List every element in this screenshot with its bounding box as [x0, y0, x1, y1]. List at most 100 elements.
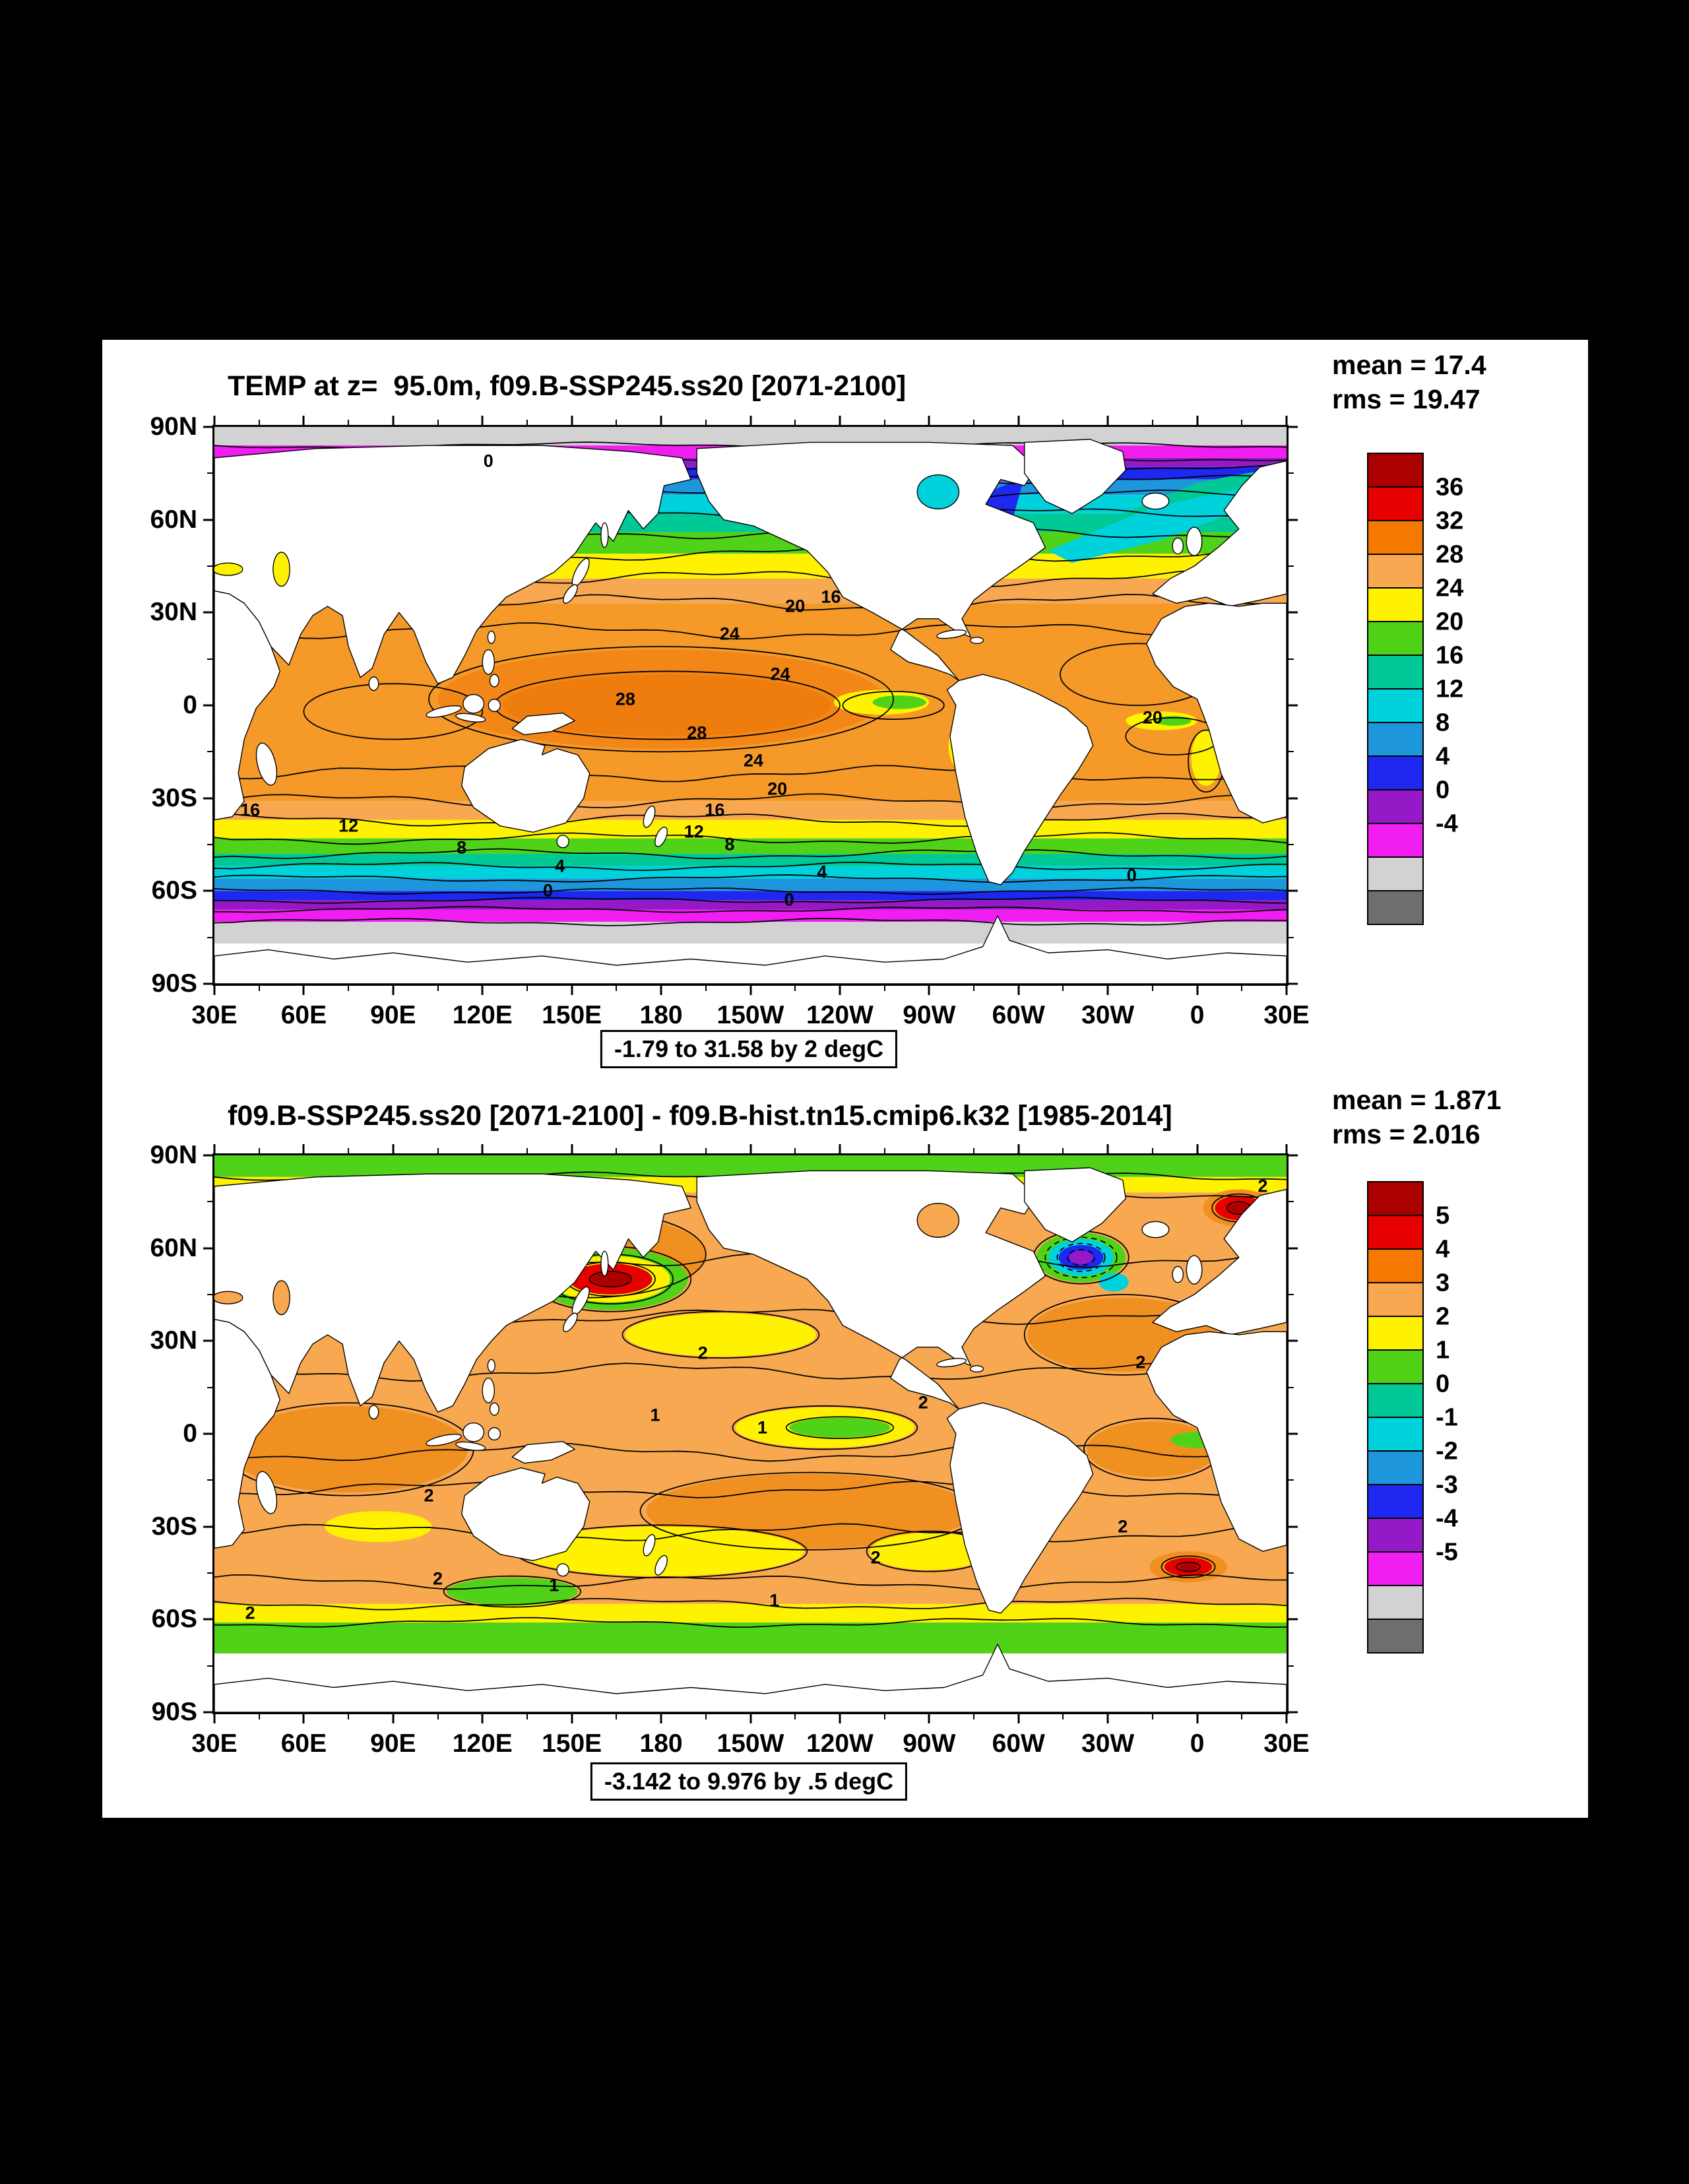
map-frame: 2 2 2 1 1 2 2 2 1 2 1 2 2 90N 60N 30N 0 30S 60S 90S 30E 60E 9…: [150, 1141, 1309, 1758]
colorbar-box: [1367, 755, 1424, 790]
tick-minor: [258, 1714, 260, 1719]
lat-tick-label: 90N: [150, 412, 197, 441]
contour-label: 2: [245, 1603, 255, 1623]
contour-line: [214, 1362, 1287, 1382]
colorbar-box: [1367, 453, 1424, 488]
tick-major: [1289, 982, 1298, 985]
lon-tick-label: 150E: [542, 1729, 602, 1758]
lat-tick-label: 30N: [150, 598, 197, 627]
tick-minor: [1062, 1714, 1064, 1719]
contour-label: 16: [705, 800, 725, 820]
contour-loop: [732, 1405, 918, 1450]
tick-major: [1289, 1432, 1298, 1435]
temp-map-svg: [214, 427, 1287, 984]
lon-tick-label: 60W: [992, 1729, 1045, 1758]
tick-major: [213, 986, 216, 995]
tick-minor: [883, 986, 885, 991]
tick-minor: [348, 420, 350, 425]
lon-tick-label: 90W: [903, 1001, 956, 1029]
tick-major: [203, 1618, 212, 1621]
tick-major: [392, 1144, 395, 1153]
lat-tick-label: 90S: [151, 1698, 197, 1726]
colorbar-tick-label: -4: [1436, 810, 1458, 838]
lon-tick-label: 30E: [191, 1001, 238, 1029]
tick-major: [928, 1714, 930, 1723]
tick-major: [1289, 1526, 1298, 1528]
lon-tick-label: 30E: [191, 1729, 238, 1758]
colorbar-box: [1367, 1417, 1424, 1452]
tick-major: [302, 986, 305, 995]
contour-loop: [443, 1575, 582, 1608]
mean-value: mean = 17.4: [1332, 350, 1486, 380]
tick-minor: [348, 986, 350, 991]
tick-major: [1106, 416, 1109, 425]
contour-label: 1: [549, 1575, 559, 1595]
tick-major: [839, 1144, 841, 1153]
tick-major: [203, 889, 212, 892]
contour-line: [214, 765, 1287, 783]
tick-major: [1289, 1247, 1298, 1250]
tick-major: [1196, 1714, 1199, 1723]
tick-minor: [705, 986, 707, 991]
map-area: 2 2 2 1 1 2 2 2 1 2 1 2 2: [214, 1155, 1287, 1712]
tick-minor: [616, 420, 618, 425]
lat-tick-label: 30N: [150, 1326, 197, 1355]
contour-label: 20: [785, 596, 806, 616]
tick-minor: [794, 420, 796, 425]
lon-tick-label: 30E: [1263, 1729, 1310, 1758]
colorbar-tick-label: 8: [1436, 709, 1450, 737]
lat-tick-label: 0: [183, 691, 197, 719]
contour-line: [214, 812, 1287, 827]
lon-tick-label: 150E: [542, 1001, 602, 1029]
tick-major: [1196, 986, 1199, 995]
colorbar-box: [1367, 486, 1424, 521]
tick-major: [749, 986, 751, 995]
tick-major: [1285, 1714, 1288, 1723]
colorbar-tick-label: -3: [1436, 1471, 1458, 1499]
tick-minor: [207, 1294, 212, 1295]
tick-minor: [1289, 751, 1294, 753]
contour-line: [214, 622, 1287, 640]
tick-major: [203, 611, 212, 614]
contour-line: [214, 887, 1287, 895]
contour-label: 2: [433, 1568, 443, 1589]
contour-line: [214, 1617, 1287, 1628]
tick-minor: [883, 1148, 885, 1153]
tick-major: [1106, 1144, 1109, 1153]
rms-value: rms = 2.016: [1332, 1119, 1481, 1149]
tick-minor: [1289, 565, 1294, 567]
tick-major: [203, 1526, 212, 1528]
inland-seas: [214, 474, 960, 587]
contour-label: 1: [650, 1405, 660, 1425]
tick-major: [1106, 1714, 1109, 1723]
colorbar-tick-label: 1: [1436, 1336, 1450, 1365]
tick-major: [928, 416, 930, 425]
lon-tick-label: 120E: [452, 1001, 513, 1029]
tick-minor: [616, 986, 618, 991]
tick-minor: [207, 936, 212, 938]
tick-minor: [207, 1665, 212, 1667]
tick-major: [749, 1714, 751, 1723]
colorbar-box: [1367, 554, 1424, 589]
map-frame: 0 20 16 24 24 28 28 24 20 16 12 16 12 8 8 4 0 4 0 20 0 90N 60…: [150, 412, 1309, 1029]
colorbar-tick-label: 16: [1436, 641, 1464, 670]
colorbar-box: [1367, 722, 1424, 757]
tick-minor: [616, 1714, 618, 1719]
tick-minor: [207, 472, 212, 474]
tick-minor: [348, 1714, 350, 1719]
lat-tick-label: 90N: [150, 1141, 197, 1169]
tick-major: [203, 797, 212, 800]
contour-line: [214, 793, 1287, 810]
tick-minor: [258, 986, 260, 991]
contour-label: 2: [918, 1392, 928, 1413]
tick-minor: [1062, 986, 1064, 991]
colorbar-tick-label: 0: [1436, 776, 1450, 804]
lon-tick-label: 30W: [1081, 1001, 1135, 1029]
colorbar-tick-label: -5: [1436, 1538, 1458, 1566]
tick-minor: [207, 1201, 212, 1203]
stats-block: mean = 17.4 rms = 19.47: [1332, 348, 1486, 416]
lon-tick-label: 120E: [452, 1729, 513, 1758]
contour-line: [214, 906, 1287, 913]
contour-loop: [621, 1310, 820, 1359]
